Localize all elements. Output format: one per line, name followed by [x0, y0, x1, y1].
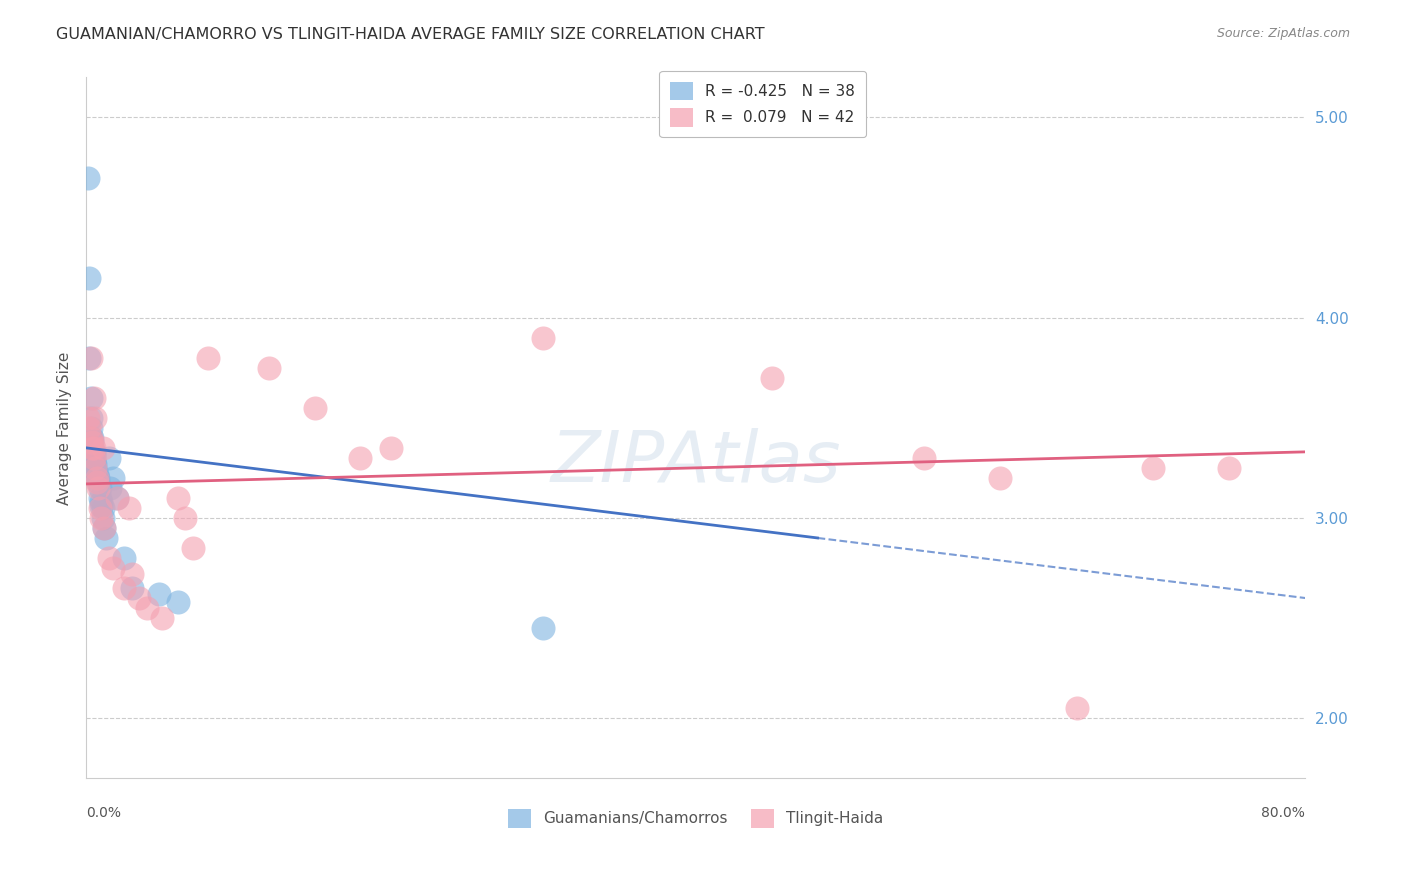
Point: [82, 434, 104, 449]
Point: [912, 450, 935, 465]
Point: [990, 471, 1012, 485]
Point: [83, 450, 105, 465]
Point: [761, 371, 783, 385]
Point: [148, 587, 170, 601]
Point: [197, 351, 219, 365]
Point: [79, 421, 101, 435]
Point: [79, 410, 101, 425]
Point: [79, 431, 101, 445]
Point: [93, 521, 115, 535]
Point: [84, 461, 107, 475]
Point: [1142, 461, 1164, 475]
Point: [166, 491, 188, 505]
Point: [166, 595, 188, 609]
Point: [84, 457, 107, 471]
Point: [84, 461, 107, 475]
Point: [105, 491, 128, 505]
Point: [94, 531, 117, 545]
Point: [128, 591, 150, 605]
Point: [86, 471, 108, 485]
Point: [87, 481, 110, 495]
Point: [121, 581, 143, 595]
Point: [77, 421, 100, 435]
Point: [86, 471, 108, 485]
Point: [103, 471, 125, 485]
Text: GUAMANIAN/CHAMORRO VS TLINGIT-HAIDA AVERAGE FAMILY SIZE CORRELATION CHART: GUAMANIAN/CHAMORRO VS TLINGIT-HAIDA AVER…: [56, 27, 765, 42]
Point: [91, 441, 114, 455]
Point: [76, 410, 98, 425]
Point: [112, 551, 135, 566]
Point: [87, 475, 110, 489]
Point: [1218, 461, 1240, 475]
Point: [304, 401, 326, 415]
Point: [174, 511, 197, 525]
Point: [83, 441, 105, 455]
Point: [83, 455, 105, 469]
Text: ZIPAtlas: ZIPAtlas: [550, 428, 841, 498]
Point: [83, 391, 105, 405]
Point: [100, 481, 122, 495]
Point: [83, 445, 105, 459]
Point: [89, 491, 111, 505]
Point: [91, 500, 114, 515]
Point: [90, 495, 112, 509]
Point: [97, 551, 120, 566]
Point: [531, 331, 554, 345]
Point: [77, 351, 100, 365]
Point: [380, 441, 402, 455]
Point: [121, 566, 143, 581]
Point: [87, 471, 110, 485]
Point: [82, 441, 104, 455]
Point: [93, 521, 115, 535]
Legend: Guamanians/Chamorros, Tlingit-Haida: Guamanians/Chamorros, Tlingit-Haida: [502, 803, 889, 834]
Point: [79, 351, 101, 365]
Point: [82, 434, 104, 449]
Y-axis label: Average Family Size: Average Family Size: [58, 351, 72, 505]
Point: [181, 541, 204, 555]
Point: [112, 581, 135, 595]
Point: [89, 481, 111, 495]
Point: [90, 499, 112, 513]
Point: [136, 601, 159, 615]
Point: [1066, 701, 1088, 715]
Point: [79, 431, 101, 445]
Point: [97, 450, 120, 465]
Point: [83, 450, 105, 465]
Point: [86, 475, 108, 489]
Point: [150, 611, 173, 625]
Point: [103, 561, 125, 575]
Point: [349, 450, 371, 465]
Point: [118, 500, 141, 515]
Point: [76, 170, 98, 185]
Text: 80.0%: 80.0%: [1261, 806, 1305, 821]
Point: [86, 467, 108, 481]
Point: [84, 410, 107, 425]
Text: 0.0%: 0.0%: [86, 806, 121, 821]
Point: [84, 463, 107, 477]
Point: [89, 500, 111, 515]
Point: [83, 447, 105, 461]
Point: [77, 270, 100, 285]
Point: [79, 391, 101, 405]
Text: Source: ZipAtlas.com: Source: ZipAtlas.com: [1216, 27, 1350, 40]
Point: [82, 431, 104, 445]
Point: [531, 621, 554, 635]
Point: [257, 360, 280, 375]
Point: [105, 491, 128, 505]
Point: [82, 441, 104, 455]
Point: [91, 511, 114, 525]
Point: [90, 511, 112, 525]
